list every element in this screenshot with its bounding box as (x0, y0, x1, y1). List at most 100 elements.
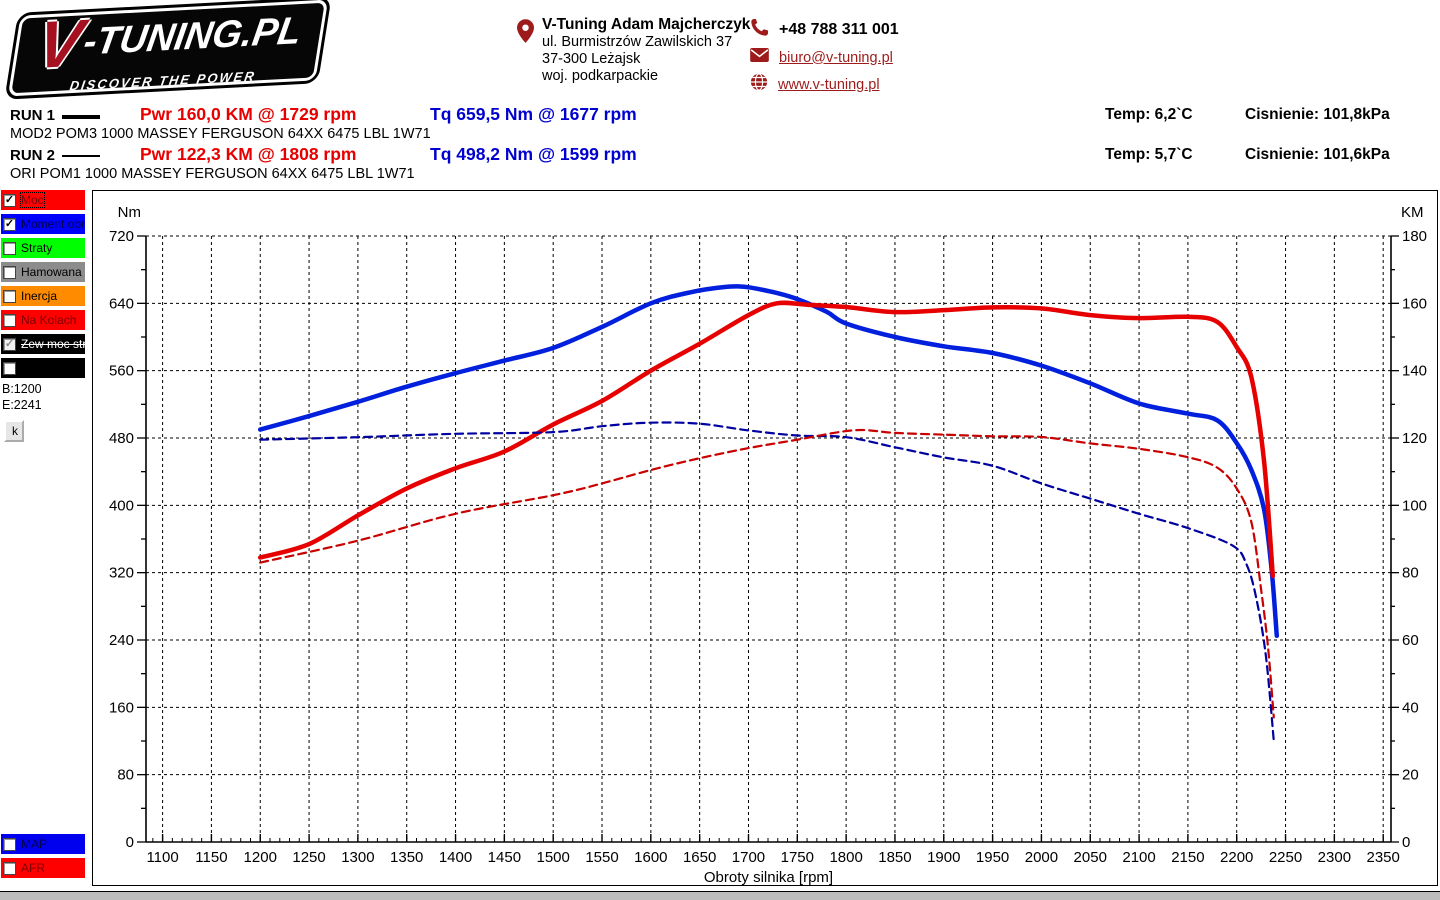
x-tick-label: 2200 (1220, 849, 1253, 866)
channel-sidebar: ✓ Moc ✓ Moment obr Straty Hamowana Inercja Na K… (0, 190, 92, 896)
channel-label: Straty (21, 241, 53, 255)
checkbox-icon[interactable]: ✓ (3, 193, 16, 207)
x-tick-label: 1700 (732, 849, 765, 866)
phone-number: +48 788 311 001 (779, 21, 899, 38)
x-tick-label: 1600 (634, 849, 667, 866)
checkbox-icon[interactable] (3, 837, 16, 851)
range-begin: B:1200 (2, 382, 42, 396)
email-link[interactable]: biuro@v-tuning.pl (779, 49, 893, 66)
channel-toggle-moc[interactable]: ✓ Moc (1, 190, 85, 210)
channel-list: ✓ Moc ✓ Moment obr Straty Hamowana Inercja Na K… (0, 190, 92, 378)
channel-toggle-straty[interactable]: Straty (1, 238, 85, 258)
x-tick-label: 1800 (829, 849, 862, 866)
channel-label: Inercja (21, 289, 58, 303)
curve-torque-mod (257, 284, 1280, 639)
channel-toggle-zew-moc-str[interactable]: ✓ Zew moc str (1, 334, 87, 354)
logo-title: V -TUNING.PL (32, 0, 307, 82)
location-pin-icon (517, 19, 534, 85)
phone-icon (750, 18, 769, 42)
signal-toggle-afr[interactable]: AFR (1, 858, 85, 878)
email-icon (750, 48, 769, 67)
channel-label: Hamowana (21, 265, 82, 279)
right-tick-label: 180 (1402, 228, 1427, 245)
checkbox-icon[interactable] (3, 265, 16, 279)
contact-address-2: 37-300 Leżajsk (542, 51, 641, 67)
contact-address-3: woj. podkarpackie (542, 68, 659, 84)
right-tick-label: 60 (1402, 632, 1419, 649)
logo-v-letter: V (32, 4, 89, 82)
contact-links-block: +48 788 311 001 biuro@v-tuning.pl www.v-… (750, 18, 899, 96)
globe-icon (750, 73, 768, 96)
run1-line-sample (62, 115, 100, 119)
run2-label: RUN 2 (10, 147, 56, 164)
right-tick-label: 20 (1402, 767, 1419, 784)
x-tick-label: 2350 (1367, 849, 1400, 866)
left-axis-title: Nm (118, 204, 141, 221)
window-bottom-strip (0, 891, 1440, 900)
k-button[interactable]: k (4, 420, 24, 442)
run1-pressure: Cisnienie: 101,8kPa (1245, 106, 1390, 123)
x-tick-label: 2250 (1269, 849, 1302, 866)
channel-toggle-na-kolach[interactable]: Na Kolach (1, 310, 85, 330)
x-tick-label: 2150 (1171, 849, 1204, 866)
x-tick-label: 1200 (244, 849, 277, 866)
x-tick-label: 1250 (292, 849, 325, 866)
x-tick-label: 1300 (341, 849, 374, 866)
left-tick-label: 0 (126, 834, 134, 851)
run2-line-sample (62, 155, 100, 157)
channel-label: Moment obr (21, 217, 86, 231)
x-tick-label: 1450 (488, 849, 521, 866)
right-tick-label: 40 (1402, 699, 1419, 716)
x-tick-label: 1400 (439, 849, 472, 866)
checkbox-icon[interactable] (3, 361, 16, 375)
channel-label: Zew moc str (21, 337, 87, 351)
left-tick-label: 160 (109, 699, 134, 716)
website-link[interactable]: www.v-tuning.pl (778, 76, 880, 93)
right-tick-label: 0 (1402, 834, 1410, 851)
bottom-channel-list: MAP AFR (0, 834, 85, 882)
checkbox-icon[interactable]: ✓ (3, 337, 16, 351)
channel-toggle-inercja[interactable]: Inercja (1, 286, 85, 306)
right-tick-label: 100 (1402, 497, 1427, 514)
channel-toggle-moment-obr[interactable]: ✓ Moment obr (1, 214, 85, 234)
logo-title-text: -TUNING.PL (80, 9, 305, 64)
run1-description: MOD2 POM3 1000 MASSEY FERGUSON 64XX 6475… (10, 126, 431, 142)
right-axis-title: KM (1401, 204, 1424, 221)
channel-label: Moc (20, 192, 45, 208)
channel-label: AFR (21, 861, 45, 875)
right-tick-label: 80 (1402, 565, 1419, 582)
left-tick-label: 240 (109, 632, 134, 649)
right-tick-label: 160 (1402, 295, 1427, 312)
x-tick-label: 2300 (1318, 849, 1351, 866)
x-tick-label: 1650 (683, 849, 716, 866)
x-tick-label: 1150 (195, 849, 227, 866)
checkbox-icon[interactable] (3, 313, 16, 327)
x-tick-label: 1750 (781, 849, 814, 866)
x-tick-label: 1100 (146, 849, 178, 866)
contact-address-block: V-Tuning Adam Majcherczyk ul. Burmistrzó… (517, 16, 750, 85)
checkbox-icon[interactable] (3, 861, 16, 875)
dyno-chart: 1100 1150 1200 1250 1300 1350 1400 1450 1500 1550… (109, 204, 1427, 886)
signal-toggle-map[interactable]: MAP (1, 834, 85, 854)
checkbox-icon[interactable]: ✓ (3, 217, 16, 231)
x-tick-label: 1500 (537, 849, 570, 866)
run2-description: ORI POM1 1000 MASSEY FERGUSON 64XX 6475 … (10, 166, 415, 182)
dyno-chart-panel: 1100 1150 1200 1250 1300 1350 1400 1450 1500 1550… (92, 190, 1438, 886)
contact-address-1: ul. Burmistrzów Zawilskich 37 (542, 34, 733, 50)
x-tick-label: 2000 (1025, 849, 1058, 866)
contact-name: V-Tuning Adam Majcherczyk (542, 16, 751, 33)
x-tick-label: 1900 (927, 849, 960, 866)
left-tick-label: 480 (109, 430, 134, 447)
checkbox-icon[interactable] (3, 289, 16, 303)
curve-torque-ori (259, 421, 1275, 743)
x-axis-title: Obroty silnika [rpm] (704, 869, 833, 885)
x-tick-label: 1850 (878, 849, 911, 866)
channel-toggle-hamowana[interactable]: Hamowana (1, 262, 85, 282)
run1-torque-value: Tq 659,5 Nm @ 1677 rpm (430, 104, 637, 124)
curve-power-ori (259, 428, 1275, 719)
left-tick-label: 320 (109, 565, 134, 582)
channel-label: Na Kolach (21, 313, 77, 327)
channel-toggle-blank-7[interactable] (1, 358, 85, 378)
checkbox-icon[interactable] (3, 241, 16, 255)
right-tick-label: 140 (1402, 363, 1427, 380)
